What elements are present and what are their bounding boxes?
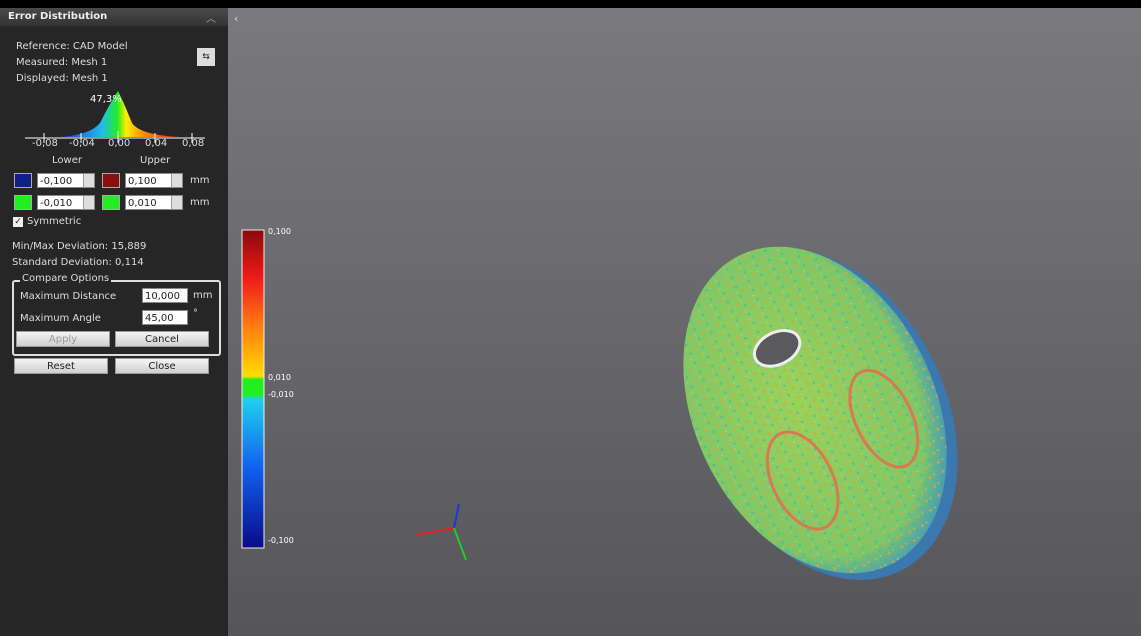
- color-bar-label: -0,010: [268, 390, 294, 399]
- unit-label: mm: [190, 197, 209, 208]
- spinner[interactable]: [83, 174, 94, 187]
- color-bar: [242, 230, 264, 548]
- peak-label: 47,3%: [90, 94, 122, 105]
- spinner[interactable]: [171, 196, 182, 209]
- hist-tick-label: 0,04: [145, 138, 167, 149]
- lower-label: Lower: [52, 155, 82, 166]
- hist-tick-label: -0,08: [32, 138, 58, 149]
- hist-tick-label: -0,04: [69, 138, 95, 149]
- viewport[interactable]: ‹ 0,100 0,010 -0,010 -0,100: [228, 8, 1141, 636]
- min-max-text: Min/Max Deviation: 15,889: [12, 241, 146, 252]
- color-bar-label: 0,010: [268, 373, 291, 382]
- std-text: Standard Deviation: 0,114: [12, 257, 144, 268]
- collapse-icon[interactable]: ︿: [206, 10, 216, 25]
- option-input[interactable]: 10,000: [142, 288, 188, 303]
- option-label: Maximum Angle: [20, 313, 101, 324]
- app-window: Error Distribution ︿ Reference: CAD Mode…: [0, 0, 1141, 636]
- color-swatch[interactable]: [102, 173, 120, 188]
- upper-label: Upper: [140, 155, 170, 166]
- error-distribution-panel: Error Distribution ︿ Reference: CAD Mode…: [0, 8, 228, 636]
- color-swatch[interactable]: [14, 195, 32, 210]
- spinner[interactable]: [83, 196, 94, 209]
- checkbox[interactable]: ✓: [13, 217, 23, 227]
- reset-button[interactable]: Reset: [14, 358, 108, 374]
- info-line: Reference: CAD Model: [16, 41, 128, 52]
- cancel-button[interactable]: Cancel: [115, 331, 209, 347]
- svg-text:‹: ‹: [234, 12, 238, 25]
- unit-label: mm: [193, 290, 212, 301]
- hist-tick-label: 0,00: [108, 138, 130, 149]
- panel-title[interactable]: Error Distribution: [0, 8, 228, 26]
- info-line: Measured: Mesh 1: [16, 57, 107, 68]
- group-title: Compare Options: [20, 273, 111, 284]
- color-swatch[interactable]: [14, 173, 32, 188]
- hist-tick-label: 0,08: [182, 138, 204, 149]
- option-label: Maximum Distance: [20, 291, 116, 302]
- color-swatch[interactable]: [102, 195, 120, 210]
- swap-button[interactable]: ⇆: [197, 48, 215, 66]
- apply-button[interactable]: Apply: [16, 331, 110, 347]
- top-bar: [228, 0, 1141, 8]
- color-bar-label: 0,100: [268, 227, 291, 236]
- option-input[interactable]: 45,00: [142, 310, 188, 325]
- unit-label: °: [193, 308, 198, 319]
- spinner[interactable]: [171, 174, 182, 187]
- color-bar-label: -0,100: [268, 536, 294, 545]
- symmetric-label: Symmetric: [27, 216, 81, 227]
- unit-label: mm: [190, 175, 209, 186]
- close-button[interactable]: Close: [115, 358, 209, 374]
